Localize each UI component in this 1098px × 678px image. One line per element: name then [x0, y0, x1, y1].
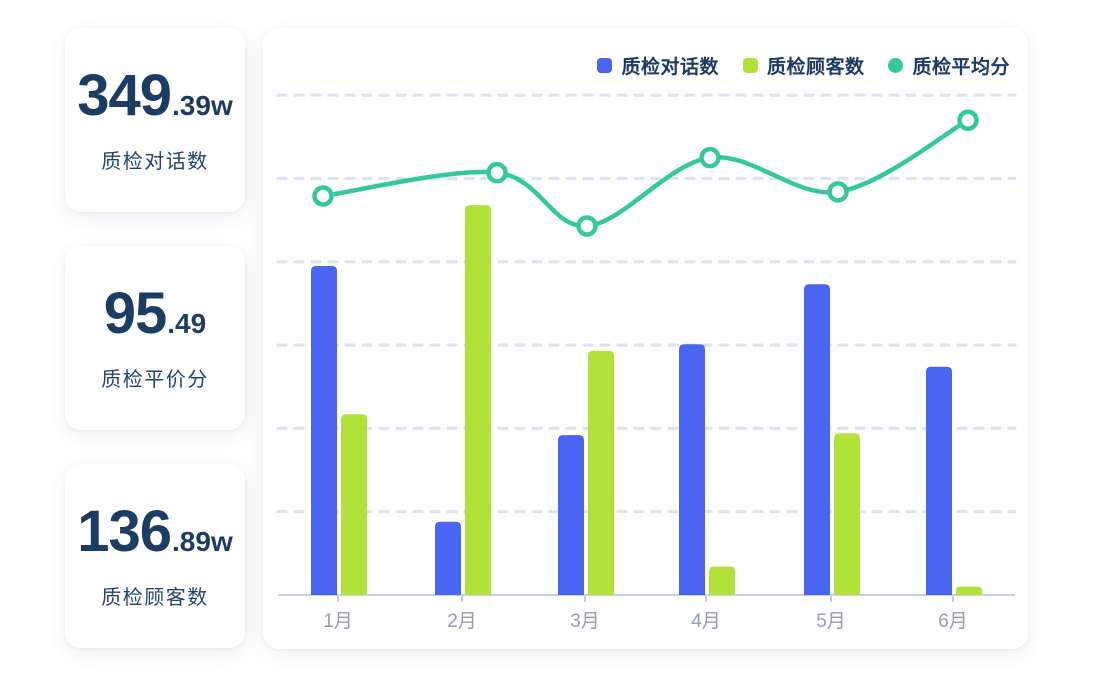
stat-value-main: 95 — [103, 280, 168, 346]
line-point-m3[interactable] — [576, 215, 598, 237]
stat-card-inspected-dialogs: 349 .39w 质检对话数 — [65, 28, 245, 212]
quality-inspection-chart-card: 质检对话数 质检顾客数 质检平均分 1月 2月 3月 4月 5月 6月 — [263, 28, 1028, 649]
legend-item-dialogs[interactable]: 质检对话数 — [597, 52, 719, 79]
x-label-m4: 4月 — [691, 611, 721, 632]
bar-customers-m4[interactable] — [709, 566, 735, 595]
legend-square-icon — [597, 57, 613, 73]
x-label-m3: 3月 — [570, 611, 600, 632]
stat-label: 质检平价分 — [101, 368, 209, 391]
stat-value: 349 .39w — [77, 62, 233, 128]
legend-item-customers[interactable]: 质检顾客数 — [742, 52, 865, 79]
bar-dialogs-m4[interactable] — [679, 344, 705, 595]
stat-value-suffix: .89w — [172, 525, 233, 557]
stat-value: 95 .49 — [103, 280, 207, 346]
bar-dialogs-m2[interactable] — [435, 521, 461, 595]
bar-dialogs-m3[interactable] — [558, 435, 584, 595]
x-label-m5: 5月 — [816, 611, 846, 632]
line-point-m4[interactable] — [699, 146, 721, 169]
legend-label: 质检对话数 — [621, 56, 719, 78]
chart-legend: 质检对话数 质检顾客数 质检平均分 — [597, 52, 1010, 78]
legend-label: 质检顾客数 — [766, 56, 865, 78]
bar-customers-m5[interactable] — [834, 433, 860, 595]
stat-value-suffix: .49 — [167, 307, 207, 339]
x-label-m1: 1月 — [323, 611, 353, 632]
bar-customers-m6[interactable] — [956, 586, 982, 595]
bar-dialogs-m6[interactable] — [926, 366, 952, 595]
line-point-m1[interactable] — [312, 185, 334, 207]
bar-customers-m3[interactable] — [588, 350, 614, 595]
combo-chart-plot: 1月 2月 3月 4月 5月 6月 — [276, 93, 1017, 632]
legend-circle-icon — [888, 57, 904, 73]
bar-dialogs-m5[interactable] — [804, 284, 830, 595]
stat-card-inspected-customers: 136 .89w 质检顾客数 — [65, 464, 245, 648]
avg-score-line — [320, 117, 971, 229]
line-point-m6[interactable] — [957, 109, 979, 131]
x-label-m6: 6月 — [938, 611, 968, 632]
line-point-m2[interactable] — [486, 161, 508, 184]
stat-card-average-score: 95 .49 质检平价分 — [65, 246, 245, 430]
line-point-m5[interactable] — [827, 181, 849, 203]
legend-label: 质检平均分 — [912, 56, 1010, 78]
stat-value-suffix: .39w — [172, 89, 233, 121]
stat-value: 136 .89w — [77, 498, 233, 564]
stat-label: 质检对话数 — [101, 150, 209, 173]
bar-customers-m2[interactable] — [465, 205, 491, 595]
bar-dialogs-m1[interactable] — [311, 265, 337, 595]
legend-square-icon — [742, 57, 758, 73]
stat-value-main: 349 — [77, 62, 172, 128]
x-label-m2: 2月 — [447, 611, 477, 632]
stat-value-main: 136 — [77, 498, 172, 564]
legend-item-avg-score[interactable]: 质检平均分 — [888, 52, 1010, 79]
bar-customers-m1[interactable] — [341, 414, 367, 595]
stat-label: 质检顾客数 — [101, 586, 209, 609]
